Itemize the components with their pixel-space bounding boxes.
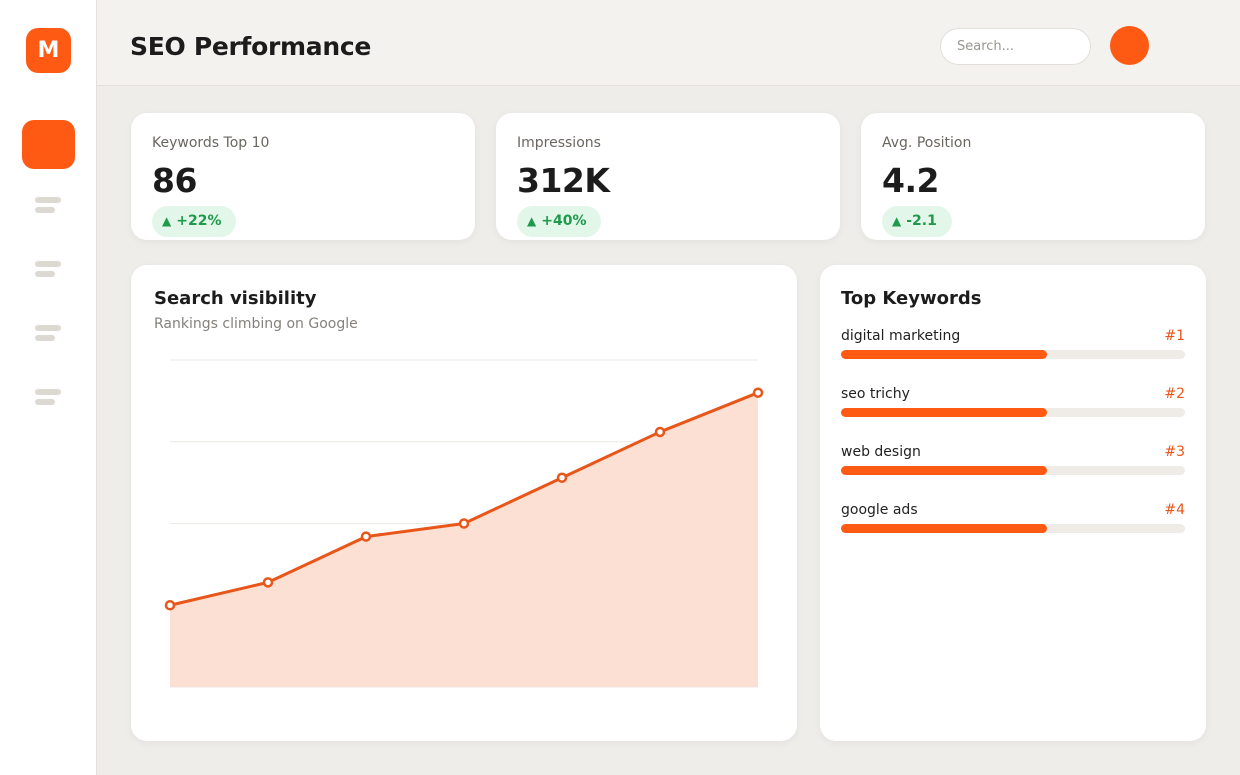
keyword-progress-fill — [841, 408, 1048, 417]
stat-label: Avg. Position — [882, 135, 972, 151]
top-keywords-card: Top Keywords digital marketing #1 seo tr… — [820, 265, 1206, 741]
keyword-progress-track — [841, 350, 1185, 359]
stat-card-keywords: Keywords Top 10 86 ▲ +22% — [131, 113, 475, 240]
menu-lines-icon — [35, 389, 61, 395]
keywords-title: Top Keywords — [841, 288, 982, 309]
chart-data-point — [360, 531, 372, 542]
keyword-name: web design — [841, 444, 921, 460]
keyword-rank: #3 — [1164, 444, 1185, 460]
keyword-progress-fill — [841, 350, 1048, 359]
menu-lines-icon — [35, 261, 61, 267]
keyword-name: seo trichy — [841, 386, 910, 402]
keyword-name: digital marketing — [841, 328, 961, 344]
menu-lines-icon — [35, 325, 61, 331]
stat-value: 312K — [517, 161, 610, 200]
chart-data-point — [164, 600, 176, 611]
chart-title: Search visibility — [154, 288, 317, 309]
stat-value: 4.2 — [882, 161, 939, 200]
keyword-row[interactable]: digital marketing #1 — [841, 328, 1185, 364]
chart-data-point — [752, 387, 764, 398]
keyword-row[interactable]: web design #3 — [841, 444, 1185, 480]
trend-up-icon: ▲ — [527, 214, 537, 228]
stat-card-avg-position: Avg. Position 4.2 ▲ -2.1 — [861, 113, 1205, 240]
nav-item-dashboard[interactable] — [22, 120, 75, 169]
keyword-name: google ads — [841, 502, 918, 518]
keyword-rank: #2 — [1164, 386, 1185, 402]
chart-data-point — [262, 577, 274, 588]
trend-up-icon: ▲ — [162, 214, 172, 228]
keyword-row[interactable]: seo trichy #2 — [841, 386, 1185, 422]
change-badge: ▲ +22% — [152, 206, 237, 237]
top-bar: SEO Performance — [97, 0, 1240, 86]
chart-area-fill — [170, 392, 758, 687]
app-logo[interactable]: M — [26, 28, 71, 73]
change-badge: ▲ -2.1 — [882, 206, 952, 237]
change-badge: ▲ +40% — [517, 206, 602, 237]
stat-value: 86 — [152, 161, 197, 200]
change-value: -2.1 — [906, 213, 937, 229]
stat-label: Impressions — [517, 135, 601, 151]
chart-subtitle: Rankings climbing on Google — [154, 316, 358, 332]
sidebar: M — [0, 0, 97, 775]
avatar[interactable] — [1110, 26, 1149, 65]
page-title: SEO Performance — [130, 32, 372, 61]
search-visibility-card: Search visibility Rankings climbing on G… — [131, 265, 797, 741]
keyword-progress-track — [841, 524, 1185, 533]
keyword-progress-track — [841, 466, 1185, 475]
nav-item-5[interactable] — [35, 389, 61, 409]
nav-item-2[interactable] — [35, 197, 61, 217]
keyword-row[interactable]: google ads #4 — [841, 502, 1185, 538]
nav-item-3[interactable] — [35, 261, 61, 281]
keyword-progress-fill — [841, 524, 1048, 533]
stat-card-impressions: Impressions 312K ▲ +40% — [496, 113, 840, 240]
keyword-rank: #4 — [1164, 502, 1185, 518]
chart-data-point — [556, 472, 568, 483]
visibility-chart — [164, 359, 764, 688]
keyword-progress-fill — [841, 466, 1048, 475]
change-value: +40% — [541, 213, 587, 229]
stat-label: Keywords Top 10 — [152, 135, 270, 151]
trend-up-icon: ▲ — [892, 214, 902, 228]
chart-data-point — [458, 518, 470, 529]
nav-item-4[interactable] — [35, 325, 61, 345]
menu-lines-icon — [35, 197, 61, 203]
search-input[interactable] — [940, 28, 1091, 65]
keyword-progress-track — [841, 408, 1185, 417]
change-value: +22% — [176, 213, 222, 229]
chart-data-point — [654, 426, 666, 438]
keyword-rank: #1 — [1164, 328, 1185, 344]
